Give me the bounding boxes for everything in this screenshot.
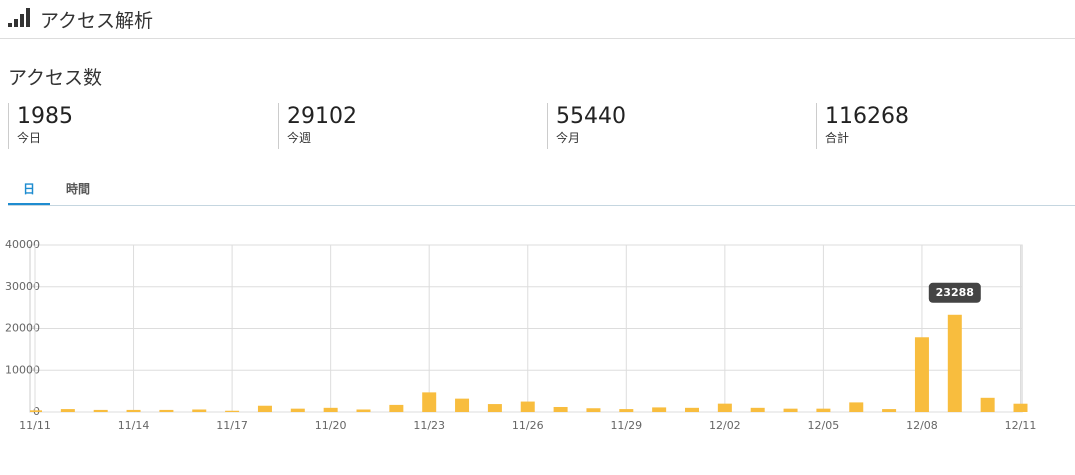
stat: 1985 今日	[8, 103, 73, 149]
stat-value: 29102	[287, 104, 357, 129]
x-tick-label: 11/14	[118, 419, 150, 432]
tab[interactable]: 時間	[65, 182, 90, 196]
bar	[783, 408, 798, 412]
bar	[914, 337, 929, 412]
bar	[980, 397, 995, 412]
x-tick-label: 11/29	[610, 419, 642, 432]
bar	[685, 407, 699, 412]
bar	[356, 409, 371, 412]
x-tick-label: 12/05	[808, 419, 840, 432]
x-tick-label: 11/17	[216, 419, 248, 432]
bar	[225, 410, 240, 412]
stat: 55440 今月	[547, 103, 626, 149]
tab-active[interactable]: 日	[8, 180, 50, 206]
bar	[586, 408, 601, 412]
bar	[849, 402, 864, 412]
y-tick-label: 20000	[5, 322, 40, 335]
stat: 116268 合計	[816, 103, 909, 149]
tab-divider	[8, 205, 1075, 206]
bar	[520, 401, 535, 412]
y-tick-label: 10000	[5, 363, 40, 376]
bar	[750, 407, 765, 412]
bar	[93, 409, 108, 412]
bar	[30, 410, 42, 412]
bar	[192, 409, 207, 412]
stat-value: 116268	[825, 104, 909, 129]
stat-label: 合計	[825, 131, 850, 145]
bar	[126, 409, 141, 412]
bar	[717, 403, 732, 412]
bar	[290, 408, 305, 412]
bar	[422, 392, 437, 412]
x-tick-label: 11/26	[512, 419, 544, 432]
stat-label: 今月	[556, 131, 581, 145]
section-title: アクセス数	[8, 67, 103, 89]
x-tick-label: 11/11	[19, 419, 51, 432]
x-tick-label: 11/23	[413, 419, 445, 432]
bar	[1013, 403, 1028, 412]
bar	[947, 314, 962, 412]
bar	[455, 398, 470, 412]
stat-label: 今日	[17, 131, 42, 145]
stat-value: 1985	[17, 104, 73, 129]
y-tick-label: 40000	[5, 238, 40, 251]
y-tick-label: 30000	[5, 280, 40, 293]
x-tick-label: 12/02	[709, 419, 741, 432]
divider	[0, 38, 1075, 39]
bar	[257, 405, 272, 412]
bar	[323, 407, 338, 412]
x-tick-label: 12/08	[906, 419, 938, 432]
tooltip-text: 23288	[936, 286, 974, 299]
stat: 29102 今週	[278, 103, 357, 149]
bar	[553, 406, 568, 412]
bar	[60, 409, 75, 412]
x-tick-label: 11/20	[315, 419, 347, 432]
stat-value: 55440	[556, 104, 626, 129]
bar	[487, 404, 502, 412]
bar	[652, 407, 667, 412]
bar	[159, 409, 174, 412]
bar	[882, 409, 897, 412]
bar	[816, 408, 831, 412]
tooltip-box	[928, 282, 981, 303]
bar	[619, 409, 634, 412]
stat-label: 今週	[287, 131, 312, 145]
header-title: アクセス解析	[40, 10, 154, 32]
header-icon	[8, 8, 30, 27]
x-tick-label: 12/11	[1005, 419, 1037, 432]
bar	[389, 404, 404, 412]
